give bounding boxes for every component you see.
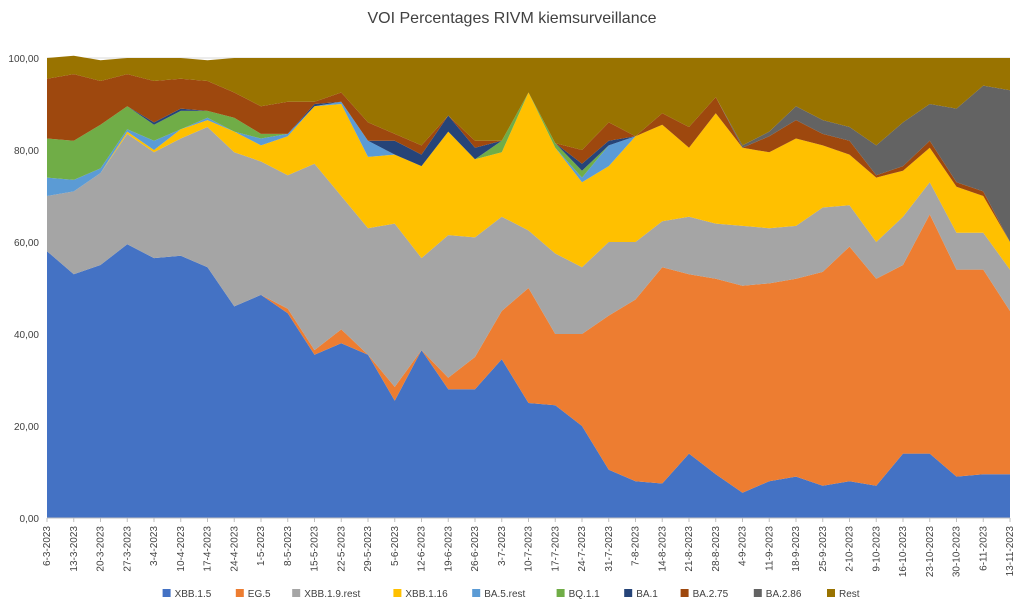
x-tick-label: 11-9-2023 (764, 526, 775, 571)
y-tick-label: 20,00 (14, 422, 39, 433)
x-tick-label: 13-3-2023 (69, 526, 80, 572)
y-tick-label: 60,00 (14, 238, 39, 249)
legend-label: XBB.1.5 (175, 589, 212, 600)
legend-swatch (556, 589, 565, 597)
legend-label: XBB.1.9.rest (304, 589, 360, 600)
legend-label: BA.5.rest (484, 589, 525, 600)
x-tick-label: 8-5-2023 (283, 526, 294, 566)
x-tick-label: 12-6-2023 (417, 526, 428, 572)
x-tick-label: 14-8-2023 (657, 526, 668, 572)
x-tick-label: 26-6-2023 (470, 526, 481, 572)
x-tick-label: 9-10-2023 (871, 526, 882, 572)
area-series-xbb-1-16 (47, 92, 1010, 270)
legend-label: BA.2.86 (766, 589, 802, 600)
x-tick-label: 18-9-2023 (791, 526, 802, 572)
x-tick-label: 24-7-2023 (577, 526, 588, 572)
y-tick-label: 80,00 (14, 146, 39, 157)
area-series-rest (47, 55, 1010, 151)
x-tick-label: 27-3-2023 (122, 526, 133, 572)
x-tick-label: 29-5-2023 (363, 526, 374, 572)
legend-swatch (472, 589, 481, 597)
x-tick-label: 6-11-2023 (978, 526, 989, 571)
x-tick-label: 19-6-2023 (443, 526, 454, 572)
x-tick-label: 30-10-2023 (952, 526, 963, 578)
legend-swatch (624, 589, 633, 597)
x-tick-label: 13-11-2023 (1005, 526, 1016, 577)
x-tick-label: 10-7-2023 (524, 526, 535, 572)
legend-swatch (827, 589, 835, 597)
legend-label: BA.1 (636, 589, 658, 600)
x-tick-label: 20-3-2023 (96, 526, 107, 572)
x-tick-label: 2-10-2023 (845, 526, 856, 572)
legend-swatch (753, 589, 762, 597)
x-tick-label: 28-8-2023 (711, 526, 722, 572)
x-tick-label: 15-5-2023 (310, 526, 321, 572)
x-tick-label: 3-7-2023 (497, 526, 508, 566)
y-tick-label: 0,00 (20, 514, 40, 525)
legend-label: BQ.1.1 (569, 589, 601, 600)
x-tick-label: 22-5-2023 (336, 526, 347, 572)
x-tick-label: 31-7-2023 (604, 526, 615, 572)
legend-swatch (235, 589, 244, 597)
x-tick-label: 5-6-2023 (390, 526, 401, 566)
legend-label: Rest (839, 589, 860, 600)
x-tick-label: 17-7-2023 (550, 526, 561, 572)
legend-swatch (162, 589, 171, 597)
y-tick-label: 40,00 (14, 330, 39, 341)
legend-label: BA.2.75 (693, 589, 729, 600)
legend-label: EG.5 (248, 589, 271, 600)
area-series-ba-2-75 (47, 74, 1010, 242)
x-tick-label: 24-4-2023 (229, 526, 240, 572)
area-series-eg-5 (47, 214, 1010, 493)
x-tick-label: 21-8-2023 (684, 526, 695, 572)
x-tick-label: 7-8-2023 (631, 526, 642, 566)
legend-swatch (680, 589, 689, 597)
y-tick-label: 100,00 (8, 54, 39, 65)
chart-title: VOI Percentages RIVM kiemsurveillance (367, 10, 657, 27)
x-tick-label: 6-3-2023 (42, 526, 53, 566)
x-tick-label: 1-5-2023 (256, 526, 267, 566)
x-tick-label: 16-10-2023 (898, 526, 909, 578)
x-tick-label: 3-4-2023 (149, 526, 160, 566)
legend-label: XBB.1.16 (405, 589, 448, 600)
area-series-xbb-1-5 (47, 244, 1010, 519)
x-tick-label: 25-9-2023 (818, 526, 829, 572)
legend-swatch (292, 589, 301, 597)
area-series-xbb-1-9-rest (47, 127, 1010, 387)
legend-swatch (393, 589, 402, 597)
x-tick-label: 10-4-2023 (176, 526, 187, 572)
x-tick-label: 23-10-2023 (925, 526, 936, 578)
x-tick-label: 17-4-2023 (203, 526, 214, 572)
x-tick-label: 4-9-2023 (738, 526, 749, 566)
